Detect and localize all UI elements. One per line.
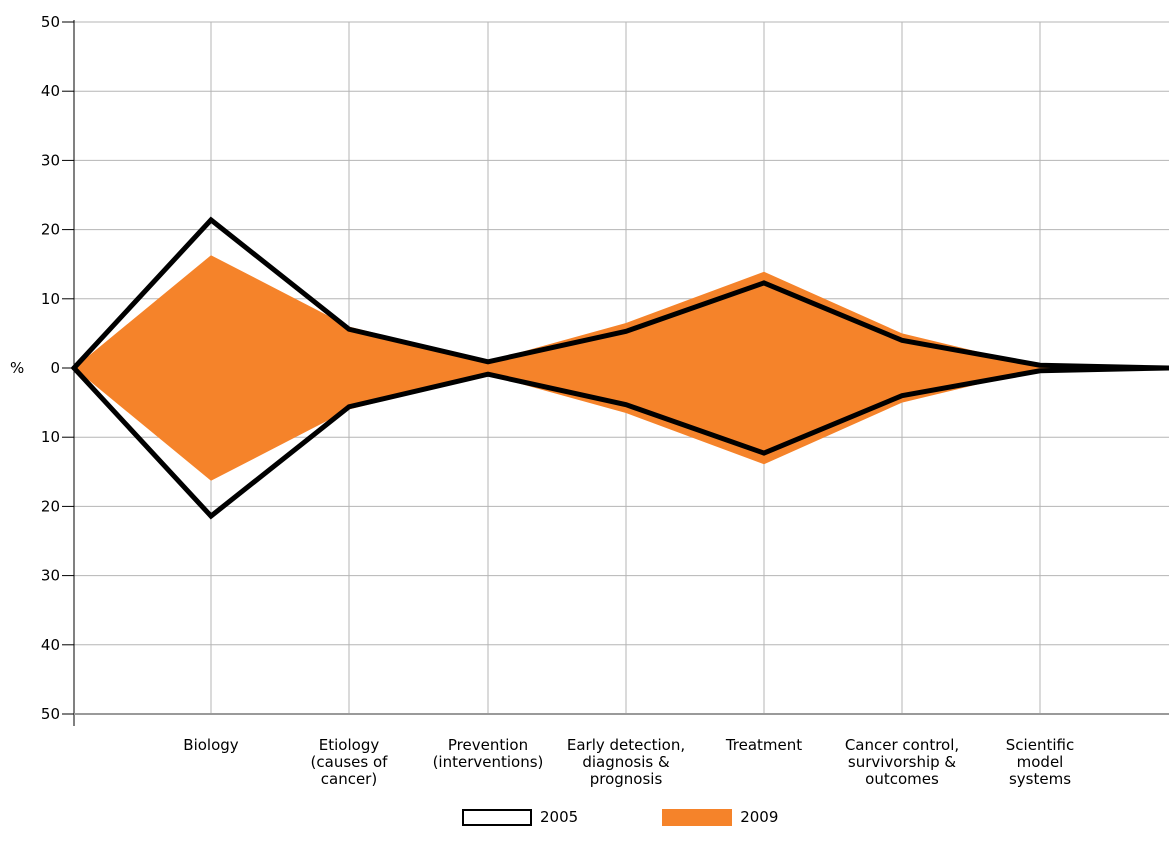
y-tick-label: 20 [41, 221, 60, 239]
x-category-label-line: (causes of [311, 753, 389, 771]
line-layer [70, 216, 1169, 520]
y-tick-label: 0 [50, 359, 60, 377]
x-category-label: Cancer control, survivorship & outcomes [845, 736, 959, 788]
legend-swatch-2009 [662, 808, 733, 826]
x-category-label-line: outcomes [865, 770, 939, 788]
series-2005-outline [70, 216, 1169, 520]
x-category-label-line: Early detection, [567, 736, 685, 754]
y-tick-label: 40 [41, 636, 60, 654]
x-category-label: Biology [183, 736, 239, 754]
x-category-label-line: Prevention [448, 736, 528, 754]
legend-item-2005: 2005 [462, 808, 578, 826]
y-tick-label: 40 [41, 82, 60, 100]
y-axis-label: % [10, 359, 24, 377]
y-tick-label: 30 [41, 151, 60, 169]
legend-label-2005: 2005 [540, 808, 579, 826]
x-category-label-line: model [1017, 753, 1064, 771]
y-tick-label: 20 [41, 497, 60, 515]
x-category-label: Etiology (causes of cancer) [311, 736, 389, 788]
legend-swatch-2005 [462, 808, 532, 826]
x-category-label-line: Biology [183, 736, 239, 754]
x-category-label-line: systems [1009, 770, 1071, 788]
y-tick-label: 50 [41, 13, 60, 31]
x-category-label-line: prognosis [590, 770, 663, 788]
x-category-label-line: Treatment [725, 736, 802, 754]
y-tick-label: 30 [41, 567, 60, 585]
x-category-label-line: cancer) [321, 770, 377, 788]
series-2009-area [74, 255, 1169, 481]
axis-layer: 50 40 30 20 10 0 10 20 30 40 50 Biology Etiology (cau… [41, 13, 1169, 788]
legend: 2005 2009 [462, 808, 778, 826]
x-category-label-line: diagnosis & [582, 753, 670, 771]
y-tick-label: 50 [41, 705, 60, 723]
y-tick-label: 10 [41, 290, 60, 308]
x-category-label: Treatment [725, 736, 802, 754]
x-category-label: Early detection, diagnosis & prognosis [567, 736, 685, 788]
y-tick-label: 10 [41, 428, 60, 446]
x-category-label: Prevention (interventions) [433, 736, 544, 771]
x-category-label-line: (interventions) [433, 753, 544, 771]
x-category-label: Scientific model systems [1006, 736, 1074, 788]
x-category-label-line: Cancer control, [845, 736, 959, 754]
x-category-label-line: Etiology [319, 736, 380, 754]
area-layer [74, 255, 1169, 481]
x-category-label-line: Scientific [1006, 736, 1074, 754]
x-category-label-line: survivorship & [848, 753, 957, 771]
legend-label-2009: 2009 [740, 808, 779, 826]
legend-item-2009: 2009 [578, 808, 778, 826]
